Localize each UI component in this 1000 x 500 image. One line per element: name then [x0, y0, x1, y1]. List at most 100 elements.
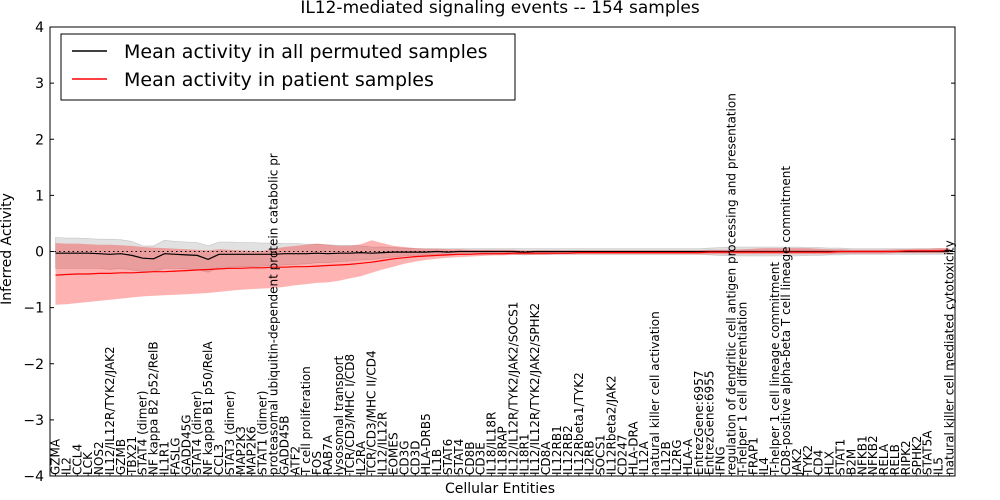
series-0-band — [55, 237, 950, 273]
x-category-label: T cell proliferation — [299, 366, 313, 476]
x-category-label: EntrezGene:6955 — [703, 371, 717, 476]
x-category-label: CCL3 — [212, 444, 226, 475]
x-category-label: IL18/IL18R — [485, 412, 499, 475]
x-category-label: IL12A — [637, 441, 651, 475]
chart-title: IL12-mediated signaling events -- 154 sa… — [300, 0, 700, 18]
x-category-label: STAT6 — [441, 439, 455, 475]
x-category-label: GZMB — [114, 439, 128, 475]
x-category-label: TYK2 — [801, 445, 815, 476]
x-category-label: RELA — [877, 443, 891, 475]
x-category-label: IL2RA — [354, 440, 368, 475]
x-category-label: STAT4 — [452, 439, 466, 475]
x-category-label: JAK2 — [790, 448, 804, 476]
x-category-label: GZMA — [49, 438, 63, 475]
y-tick-label: 2 — [35, 132, 44, 148]
x-category-label: LCK — [81, 451, 95, 475]
x-category-label: IL12/IL12R — [376, 412, 390, 475]
x-category-label: IL12/IL12R/TYK2/JAK2 — [103, 346, 117, 475]
x-category-label: IL18R1 — [517, 434, 531, 475]
x-category-label: T-helper 1 cell differentiation — [735, 302, 749, 476]
x-category-label: STAT3 (dimer) — [223, 391, 237, 475]
x-category-label: SPHK2 — [910, 436, 924, 475]
x-category-label: IL12B — [659, 441, 673, 475]
x-category-label: STAT1 (dimer) — [256, 391, 270, 475]
x-category-label: TCR/CD3/MHC I/CD8 — [343, 354, 357, 476]
x-category-label: natural killer cell mediated cytotoxicit… — [943, 240, 957, 475]
x-category-label: HLA-DRB5 — [419, 413, 433, 475]
x-category-label: T-helper 1 cell lineage commitment — [768, 262, 782, 476]
y-tick-label: −1 — [23, 301, 44, 317]
y-tick-label: −3 — [23, 413, 44, 429]
x-category-label: IL12/IL12R/TYK2/JAK2/SPHK2 — [528, 303, 542, 475]
x-category-label: HLX — [823, 451, 837, 475]
x-category-label: FASLG — [168, 437, 182, 475]
x-category-label: natural killer cell activation — [648, 311, 662, 475]
x-category-label: NF kappa B2 p52/RelB — [147, 341, 161, 475]
x-category-label: IL2 — [59, 457, 73, 475]
x-category-label: lysosomal transport — [332, 355, 346, 475]
x-category-label: IL2RG — [670, 440, 684, 476]
y-tick-label: 1 — [35, 188, 44, 204]
x-category-label: CD8A — [539, 441, 553, 475]
x-category-label: IL1R1 — [158, 441, 172, 475]
series-line-1 — [55, 249, 950, 276]
x-category-label: CD4 — [812, 450, 826, 475]
x-category-label: CD3E — [474, 442, 488, 475]
x-category-label: STAT1 — [834, 439, 848, 475]
x-category-label: STAT4 (dimer) — [190, 391, 204, 475]
x-category-label: FRAP1 — [746, 437, 760, 475]
x-category-label: IL5 — [932, 457, 946, 475]
x-category-label: EntrezGene:6957 — [692, 371, 706, 476]
x-category-label: IL12Rbeta2/JAK2 — [605, 375, 619, 475]
x-category-label: FOS — [310, 451, 324, 475]
x-category-label: RELB — [888, 444, 902, 475]
x-category-label: HLA-DRA — [626, 421, 640, 475]
series-1-band — [55, 240, 950, 305]
x-category-label: IL1B — [430, 449, 444, 475]
y-axis-label: Inferred Activity — [0, 193, 15, 305]
x-category-label: regulation of dendritic cell antigen pro… — [725, 93, 739, 475]
y-tick-label: −2 — [23, 357, 44, 373]
x-category-label: TBX21 — [125, 436, 139, 476]
legend-label-0: Mean activity in all permuted samples — [124, 41, 487, 63]
x-category-label: GADD45B — [277, 416, 291, 476]
x-category-label: ATF2 — [288, 446, 302, 475]
x-category-label: EOMES — [387, 432, 401, 475]
x-category-label: IL12RB2 — [561, 425, 575, 475]
x-category-label: IL2RB — [583, 441, 597, 475]
x-category-label: MAP2K6 — [245, 426, 259, 475]
y-tick-label: 0 — [35, 245, 44, 261]
x-category-label: NFKB1 — [855, 435, 869, 475]
x-category-label: MAP2K3 — [234, 426, 248, 475]
x-category-label: SOCS1 — [594, 434, 608, 475]
x-category-label: RAB7A — [321, 434, 335, 475]
legend-label-1: Mean activity in patient samples — [124, 69, 434, 91]
legend-box — [60, 33, 516, 101]
x-category-label: CD3D — [408, 441, 422, 476]
x-category-label: B2M — [844, 449, 858, 475]
x-category-label: CCL4 — [70, 444, 84, 475]
x-category-label: STAT5A — [921, 430, 935, 475]
y-tick-label: 4 — [35, 20, 44, 36]
x-category-label: CD3G — [397, 440, 411, 475]
x-category-label: CD8-positive alpha-beta T cell lineage c… — [779, 166, 793, 475]
x-category-label: CD8B — [463, 442, 477, 476]
x-category-label: IFNG — [714, 446, 728, 475]
x-category-label: NFKB2 — [866, 435, 880, 475]
x-category-label: TCR/CD3/MHC II/CD4 — [365, 350, 379, 476]
x-category-label: IL12RB1 — [550, 425, 564, 475]
x-category-label: IL12/IL12R/TYK2/JAK2/SOCS1 — [506, 302, 520, 475]
x-category-label: HLA-A — [681, 438, 695, 475]
x-category-label: GADD45G — [179, 414, 193, 475]
x-category-label: proteasomal ubiquitin-dependent protein … — [267, 153, 281, 475]
x-category-label: IL4 — [757, 457, 771, 475]
y-tick-label: −4 — [23, 469, 44, 485]
x-category-label: NOS2 — [92, 441, 106, 475]
x-category-label: IL18RAP — [496, 426, 510, 475]
x-category-label: STAT4 (dimer) — [136, 391, 150, 475]
y-tick-label: 3 — [35, 76, 44, 92]
x-category-label: CD247 — [615, 434, 629, 475]
x-category-label: NF kappa B1 p50/RelA — [201, 341, 215, 475]
x-category-label: IL12Rbeta1/TYK2 — [572, 372, 586, 475]
x-category-label: RIPK2 — [899, 440, 913, 475]
